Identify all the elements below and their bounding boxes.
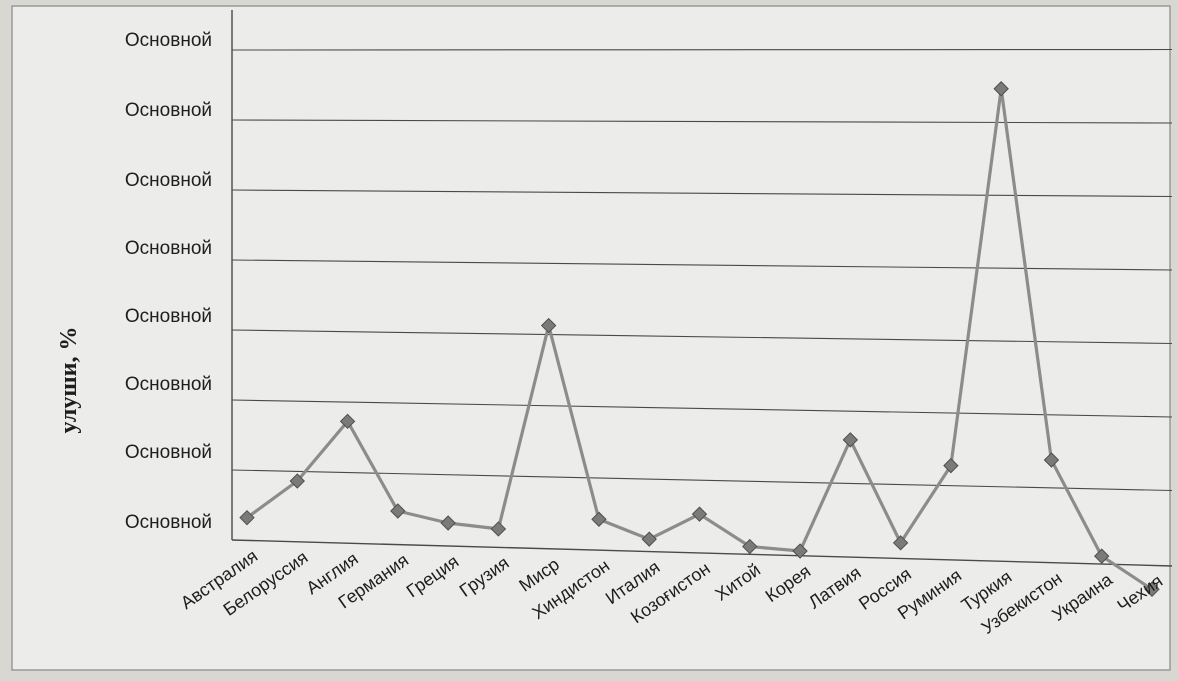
gridline-7 (231, 48, 1173, 51)
data-point-14 (892, 535, 909, 551)
y-tick-label-4: Основной (125, 238, 212, 259)
y-tick-label-2: Основной (125, 100, 212, 121)
data-point-4 (390, 503, 406, 519)
data-point-15 (943, 457, 959, 474)
gridline-3 (231, 329, 1173, 345)
data-point-17 (1043, 452, 1060, 468)
plot-area (231, 10, 1173, 567)
data-point-12 (792, 543, 808, 559)
data-point-1 (239, 509, 255, 526)
data-point-6 (490, 521, 507, 537)
data-point-5 (440, 515, 456, 531)
chart-background (11, 5, 1171, 671)
y-tick-label-5: Основной (125, 306, 212, 327)
y-tick-label-7: Основной (125, 442, 212, 463)
series-markers (239, 81, 1160, 597)
data-point-9 (641, 531, 657, 547)
data-point-7 (540, 317, 557, 334)
y-axis-title: улуши, % (56, 327, 82, 434)
data-point-8 (591, 511, 607, 527)
data-point-18 (1094, 548, 1110, 564)
y-tick-labels: Основной Основной Основной Основной Основной… (125, 30, 212, 533)
data-point-2 (289, 473, 305, 489)
gridline-6 (231, 119, 1173, 124)
x-axis-line (231, 539, 1173, 567)
data-point-16 (993, 81, 1009, 97)
y-tick-label-1: Основной (125, 30, 212, 51)
data-point-3 (339, 413, 356, 430)
y-tick-label-3: Основной (125, 170, 212, 191)
gridline-4 (231, 259, 1173, 271)
data-point-10 (691, 506, 708, 522)
data-point-13 (842, 432, 859, 448)
y-tick-label-8: Основной (125, 512, 212, 533)
data-point-19 (1144, 581, 1160, 597)
gridline-2 (231, 399, 1173, 418)
data-point-11 (742, 538, 758, 555)
gridline-1 (231, 469, 1173, 492)
y-tick-label-6: Основной (125, 374, 212, 395)
